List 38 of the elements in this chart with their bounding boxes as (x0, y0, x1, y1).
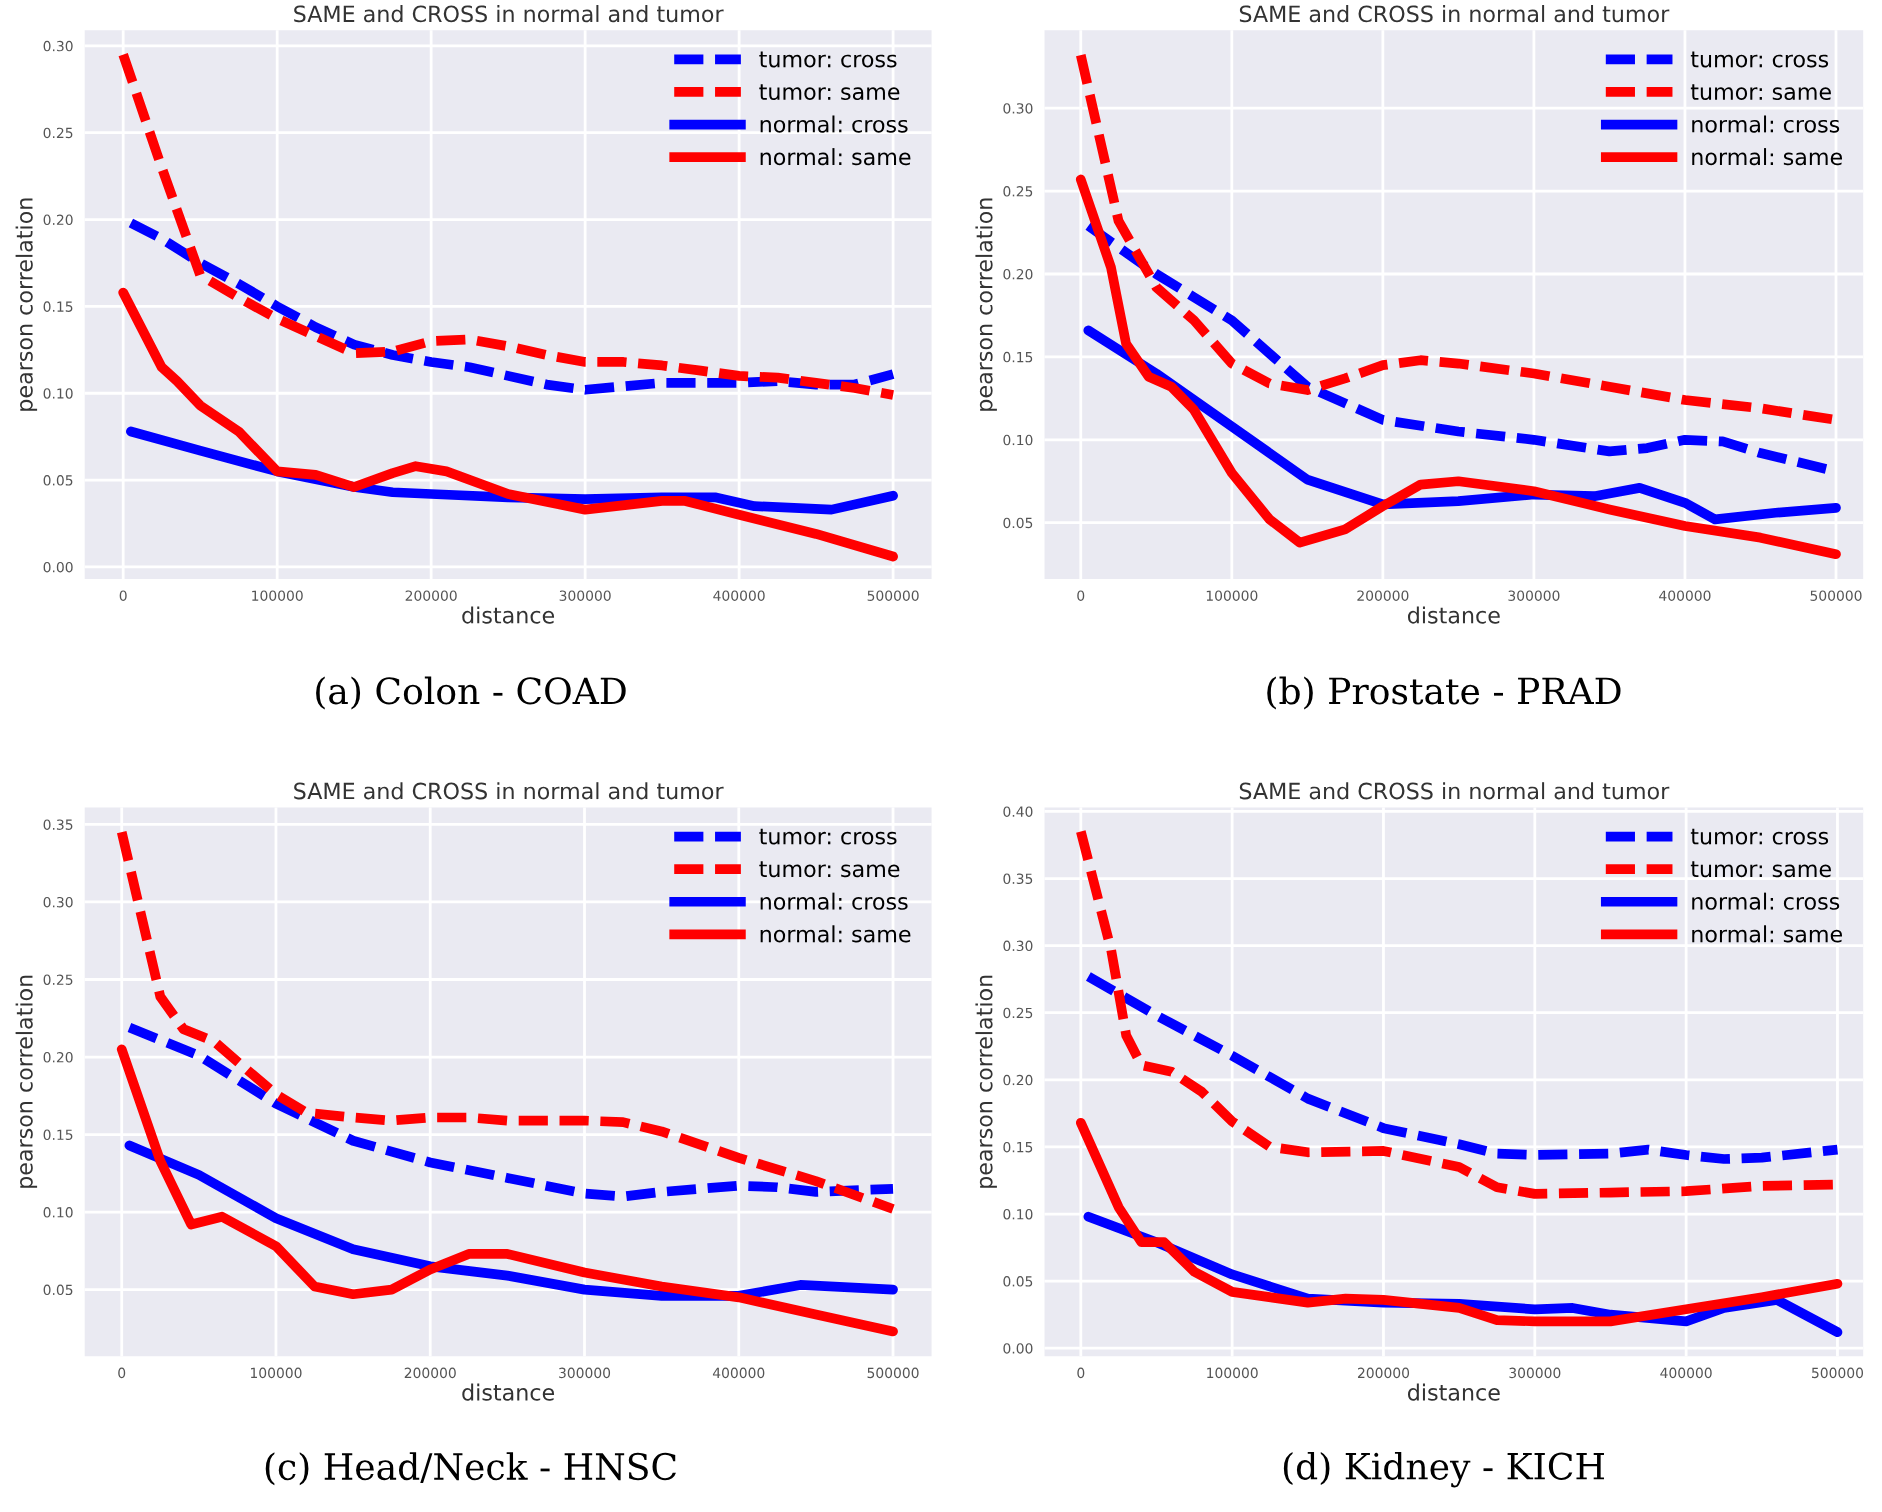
text: (a) Colon - COAD (316, 676, 626, 710)
legend-label: tumor: same (759, 84, 900, 101)
legend-label: normal: cross (760, 892, 908, 910)
chart-title: SAME and CROSS in normal and tumor (294, 782, 724, 800)
line-series (116, 1044, 898, 1337)
x-axis-title: distance (462, 606, 555, 624)
legend-label: normal: same (760, 925, 911, 943)
legend-label: tumor: same (759, 861, 900, 878)
legend-label: tumor: cross (1690, 828, 1829, 845)
legend-label: tumor: cross (759, 828, 897, 845)
y-axis-title: pearson correlation (975, 198, 997, 411)
legend-label: tumor: same (1690, 84, 1831, 101)
line-series (1075, 174, 1841, 560)
x-axis-title: distance (462, 1383, 555, 1401)
line-series (126, 218, 898, 395)
legend-label: normal: same (1692, 925, 1842, 943)
line-series (118, 287, 898, 562)
line-series (124, 1022, 898, 1202)
x-axis-title: distance (1407, 606, 1500, 624)
chart-title: SAME and CROSS in normal and tumor (294, 5, 724, 23)
legend-label: normal: cross (1692, 892, 1840, 910)
legend-label: normal: same (1692, 148, 1842, 166)
y-axis-title: pearson correlation (15, 198, 38, 411)
chart-title: SAME and CROSS in normal and tumor (1239, 782, 1670, 800)
legend-label: normal: cross (1692, 115, 1840, 133)
legend-label: normal: same (760, 148, 911, 166)
y-axis-title: pearson correlation (15, 975, 38, 1188)
legend-label: tumor: same (1690, 861, 1831, 878)
legend-label: tumor: cross (1690, 51, 1829, 68)
text: (d) Kidney - KICH (1283, 1451, 1604, 1488)
text: (b) Prostate - PRAD (1267, 676, 1621, 710)
line-series (1075, 1117, 1843, 1327)
x-axis-title: distance (1407, 1383, 1500, 1401)
legend-label: tumor: cross (759, 51, 897, 68)
text: (c) Head/Neck - HNSC (265, 1452, 676, 1486)
y-axis-title: pearson correlation (975, 975, 997, 1188)
legend-label: normal: cross (760, 115, 908, 133)
chart-title: SAME and CROSS in normal and tumor (1239, 5, 1670, 23)
